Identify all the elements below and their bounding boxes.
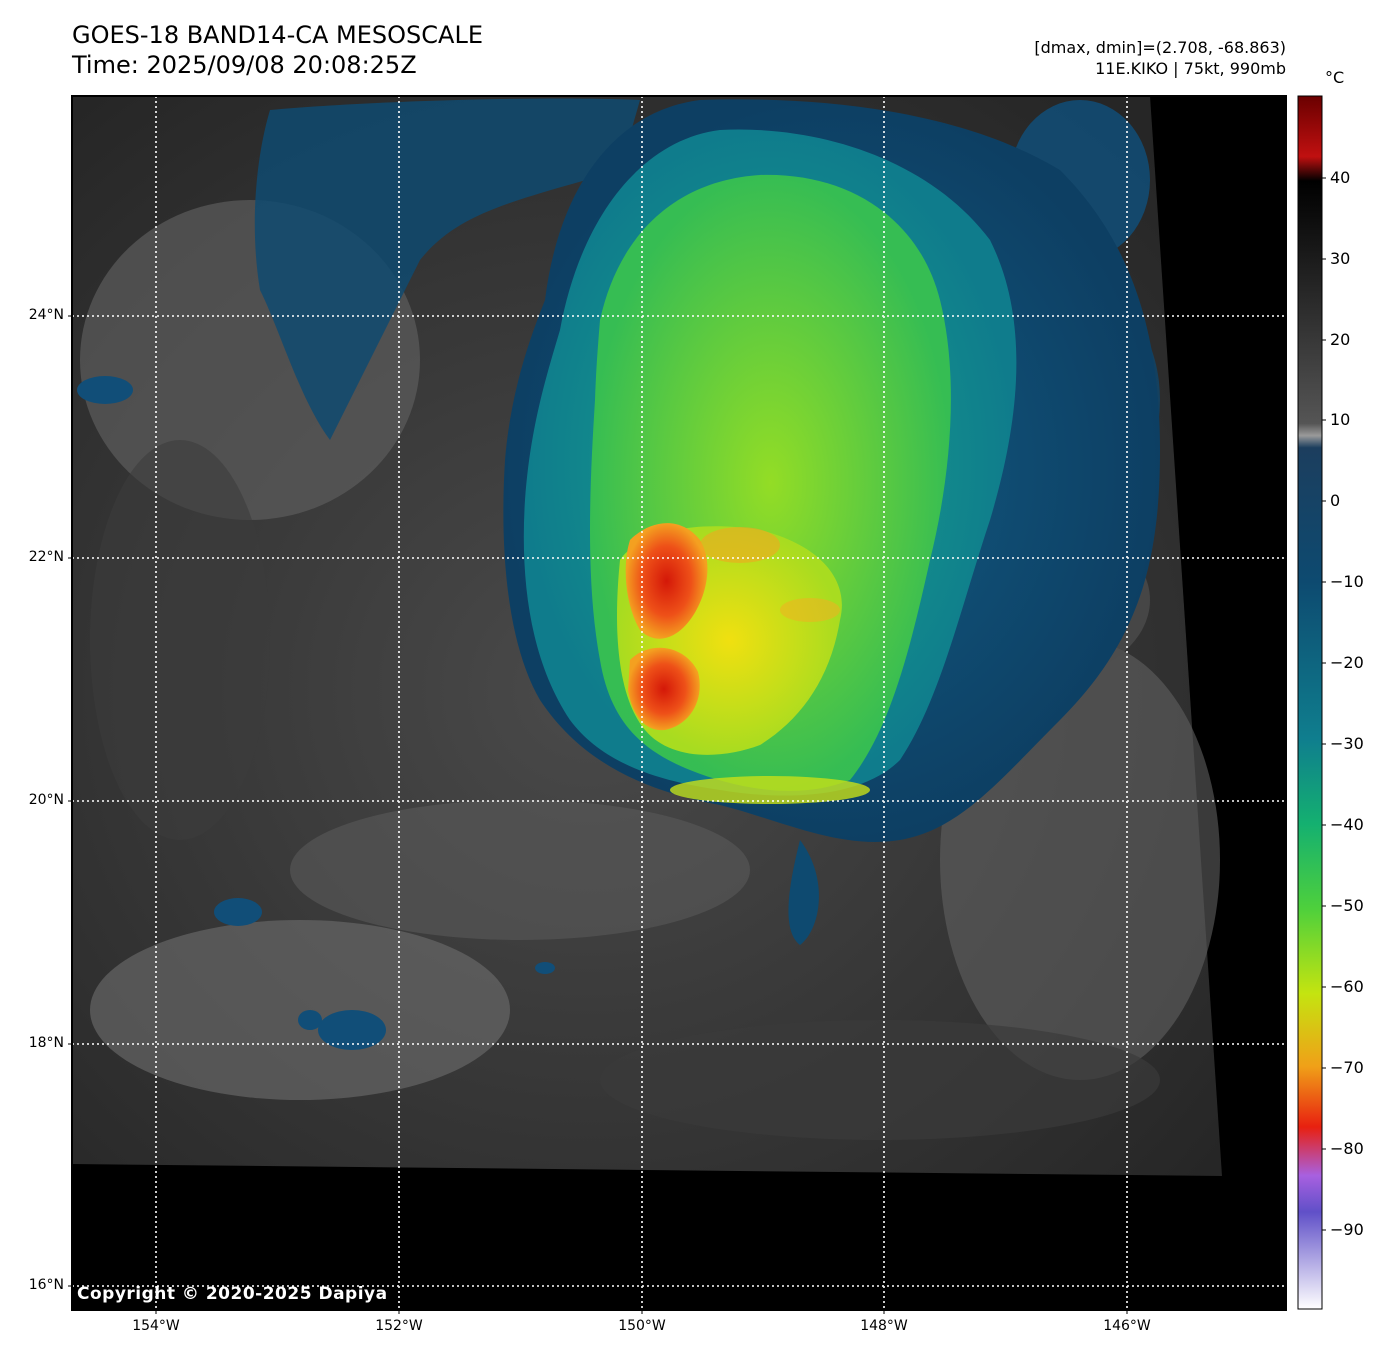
colorbar-label: −40 bbox=[1330, 815, 1364, 834]
range-readout: [dmax, dmin]=(2.708, -68.863) bbox=[1034, 38, 1286, 57]
colorbar-label: 0 bbox=[1330, 491, 1341, 510]
map-frame bbox=[71, 95, 1287, 1311]
storm-feeder-band bbox=[788, 840, 819, 945]
cloud-band bbox=[600, 1020, 1160, 1140]
cold-cloud-patch bbox=[318, 1010, 386, 1050]
lat-label-20n: 20°N bbox=[28, 792, 64, 808]
colorbar-label: −30 bbox=[1330, 734, 1364, 753]
map-title: GOES-18 BAND14-CA MESOSCALE bbox=[72, 21, 483, 49]
lat-label-16n: 16°N bbox=[28, 1277, 64, 1293]
colorbar-label: −90 bbox=[1330, 1220, 1364, 1239]
cold-cloud-patch bbox=[214, 898, 262, 926]
coldest-cloud-top bbox=[628, 647, 700, 731]
colorbar-label: 10 bbox=[1330, 410, 1351, 429]
colorbar-label: −20 bbox=[1330, 653, 1364, 672]
lon-label-148w: 148°W bbox=[860, 1318, 908, 1334]
lat-label-24n: 24°N bbox=[28, 307, 64, 323]
lat-label-18n: 18°N bbox=[28, 1035, 64, 1051]
lon-label-146w: 146°W bbox=[1103, 1318, 1151, 1334]
storm-orange-patch bbox=[700, 527, 780, 563]
cold-cloud-patch bbox=[535, 962, 555, 974]
cold-cloud-patch bbox=[77, 376, 133, 404]
axis-ticks bbox=[68, 315, 1128, 1314]
lon-label-152w: 152°W bbox=[375, 1318, 423, 1334]
map-time: Time: 2025/09/08 20:08:25Z bbox=[72, 51, 417, 79]
cold-cloud-band bbox=[254, 98, 640, 440]
colorbar bbox=[1297, 95, 1323, 1310]
lat-label-22n: 22°N bbox=[28, 549, 64, 565]
colorbar-label: 20 bbox=[1330, 330, 1351, 349]
colorbar-ticks bbox=[1322, 177, 1326, 1231]
copyright-notice: Copyright © 2020-2025 Dapiya bbox=[77, 1284, 388, 1304]
cloud-band bbox=[90, 920, 510, 1100]
cloud-band bbox=[290, 800, 750, 940]
lon-label-154w: 154°W bbox=[132, 1318, 180, 1334]
colorbar-label: −70 bbox=[1330, 1058, 1364, 1077]
colorbar-label: −60 bbox=[1330, 977, 1364, 996]
cloud-band bbox=[90, 440, 270, 840]
lon-label-150w: 150°W bbox=[618, 1318, 666, 1334]
colorbar-label: −80 bbox=[1330, 1139, 1364, 1158]
colorbar-label: 30 bbox=[1330, 249, 1351, 268]
colorbar-label: 40 bbox=[1330, 168, 1351, 187]
coldest-cloud-top bbox=[625, 523, 708, 639]
colorbar-label: −10 bbox=[1330, 572, 1364, 591]
colorbar-label: −50 bbox=[1330, 896, 1364, 915]
colorbar-unit: °C bbox=[1325, 68, 1345, 87]
storm-yellow-band bbox=[670, 776, 870, 804]
storm-orange-patch bbox=[780, 598, 840, 622]
cold-cloud-patch bbox=[298, 1010, 322, 1030]
graticule bbox=[72, 96, 1286, 1310]
storm-readout: 11E.KIKO | 75kt, 990mb bbox=[1095, 59, 1286, 78]
